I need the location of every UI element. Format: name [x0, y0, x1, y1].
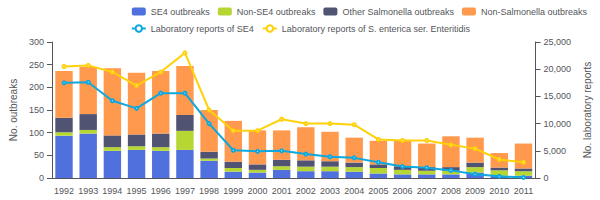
svg-text:15,000: 15,000 — [544, 91, 572, 101]
svg-text:1999: 1999 — [223, 186, 243, 196]
svg-text:1993: 1993 — [78, 186, 98, 196]
svg-text:1995: 1995 — [127, 186, 147, 196]
svg-text:No. outbreaks: No. outbreaks — [8, 79, 19, 141]
svg-text:2010: 2010 — [489, 186, 509, 196]
svg-text:2011: 2011 — [514, 186, 533, 196]
svg-text:25,000: 25,000 — [544, 37, 572, 47]
svg-text:Laboratory reports of S. enter: Laboratory reports of S. enterica ser. E… — [282, 24, 471, 34]
svg-text:SE4 outbreaks: SE4 outbreaks — [151, 7, 211, 17]
svg-text:0: 0 — [544, 173, 549, 183]
svg-text:2003: 2003 — [320, 186, 340, 196]
svg-text:1992: 1992 — [54, 186, 74, 196]
svg-text:50: 50 — [34, 150, 44, 160]
svg-text:0: 0 — [39, 173, 44, 183]
svg-text:Non-SE4 outbreaks: Non-SE4 outbreaks — [237, 7, 316, 17]
svg-text:1996: 1996 — [151, 186, 171, 196]
svg-text:1998: 1998 — [199, 186, 219, 196]
svg-text:2002: 2002 — [296, 186, 316, 196]
svg-text:2004: 2004 — [344, 186, 364, 196]
svg-text:250: 250 — [29, 60, 44, 70]
svg-text:1997: 1997 — [175, 186, 195, 196]
svg-text:5,000: 5,000 — [544, 146, 567, 156]
svg-text:2007: 2007 — [417, 186, 437, 196]
svg-text:100: 100 — [29, 128, 44, 138]
svg-text:150: 150 — [29, 105, 44, 115]
svg-text:2005: 2005 — [368, 186, 388, 196]
svg-text:10,000: 10,000 — [544, 119, 572, 129]
svg-text:1994: 1994 — [102, 186, 122, 196]
svg-text:2001: 2001 — [272, 186, 292, 196]
svg-text:300: 300 — [29, 37, 44, 47]
svg-text:2009: 2009 — [465, 186, 485, 196]
svg-text:Laboratory reports of SE4: Laboratory reports of SE4 — [151, 24, 254, 34]
svg-text:No. laboratory reports: No. laboratory reports — [582, 62, 593, 159]
svg-text:Non-Salmonella outbreaks: Non-Salmonella outbreaks — [481, 7, 588, 17]
svg-text:200: 200 — [29, 82, 44, 92]
svg-text:Other Salmonella outbreaks: Other Salmonella outbreaks — [342, 7, 454, 17]
svg-text:20,000: 20,000 — [544, 64, 572, 74]
svg-text:2008: 2008 — [441, 186, 461, 196]
svg-text:2006: 2006 — [393, 186, 413, 196]
svg-text:2000: 2000 — [247, 186, 267, 196]
